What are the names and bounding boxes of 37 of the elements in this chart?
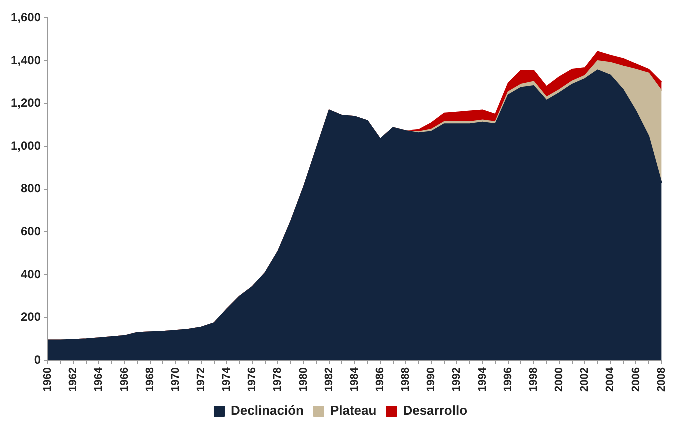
legend-label: Plateau xyxy=(330,403,377,418)
x-tick-label: 1978 xyxy=(272,368,284,392)
x-tick-label: 1962 xyxy=(68,368,80,392)
x-tick-label: 1966 xyxy=(118,368,131,392)
x-tick-label: 1992 xyxy=(451,368,464,392)
x-tick-label: 1990 xyxy=(426,368,438,392)
legend-label: Declinación xyxy=(230,403,304,418)
x-tick-label: 1984 xyxy=(348,366,361,392)
x-tick-label: 1996 xyxy=(502,368,514,392)
x-tick-label: 2002 xyxy=(579,368,592,392)
y-tick-label: 200 xyxy=(21,310,42,324)
x-tick-label: 1970 xyxy=(170,368,182,392)
x-tick-label: 2004 xyxy=(604,366,617,392)
x-tick-label: 2006 xyxy=(630,368,642,392)
x-tick-label: 1986 xyxy=(374,368,387,392)
x-tick-label: 2000 xyxy=(554,368,566,392)
x-tick-label: 1964 xyxy=(93,366,106,392)
x-tick-label: 1988 xyxy=(400,368,412,392)
y-tick-label: 1,000 xyxy=(11,138,42,153)
y-tick-label: 1,600 xyxy=(11,10,42,25)
y-tick-label: 0 xyxy=(34,352,42,367)
y-tick-label: 800 xyxy=(21,182,42,196)
x-tick-label: 1974 xyxy=(221,366,234,392)
y-tick-label: 600 xyxy=(21,224,42,238)
x-tick-label: 1994 xyxy=(476,366,489,392)
x-tick-label: 1980 xyxy=(298,368,310,392)
x-tick-label: 1982 xyxy=(323,368,336,392)
x-tick-label: 1998 xyxy=(528,368,540,392)
x-tick-label: 1960 xyxy=(42,368,54,392)
x-tick-label: 1968 xyxy=(144,368,156,392)
y-tick-label: 1,200 xyxy=(11,96,42,110)
x-tick-label: 2008 xyxy=(656,368,668,392)
x-tick-label: 1972 xyxy=(196,368,208,392)
legend-label: Desarrollo xyxy=(403,403,468,418)
x-tick-label: 1976 xyxy=(246,368,259,392)
y-tick-label: 400 xyxy=(21,267,42,282)
y-tick-label: 1,400 xyxy=(11,53,42,68)
